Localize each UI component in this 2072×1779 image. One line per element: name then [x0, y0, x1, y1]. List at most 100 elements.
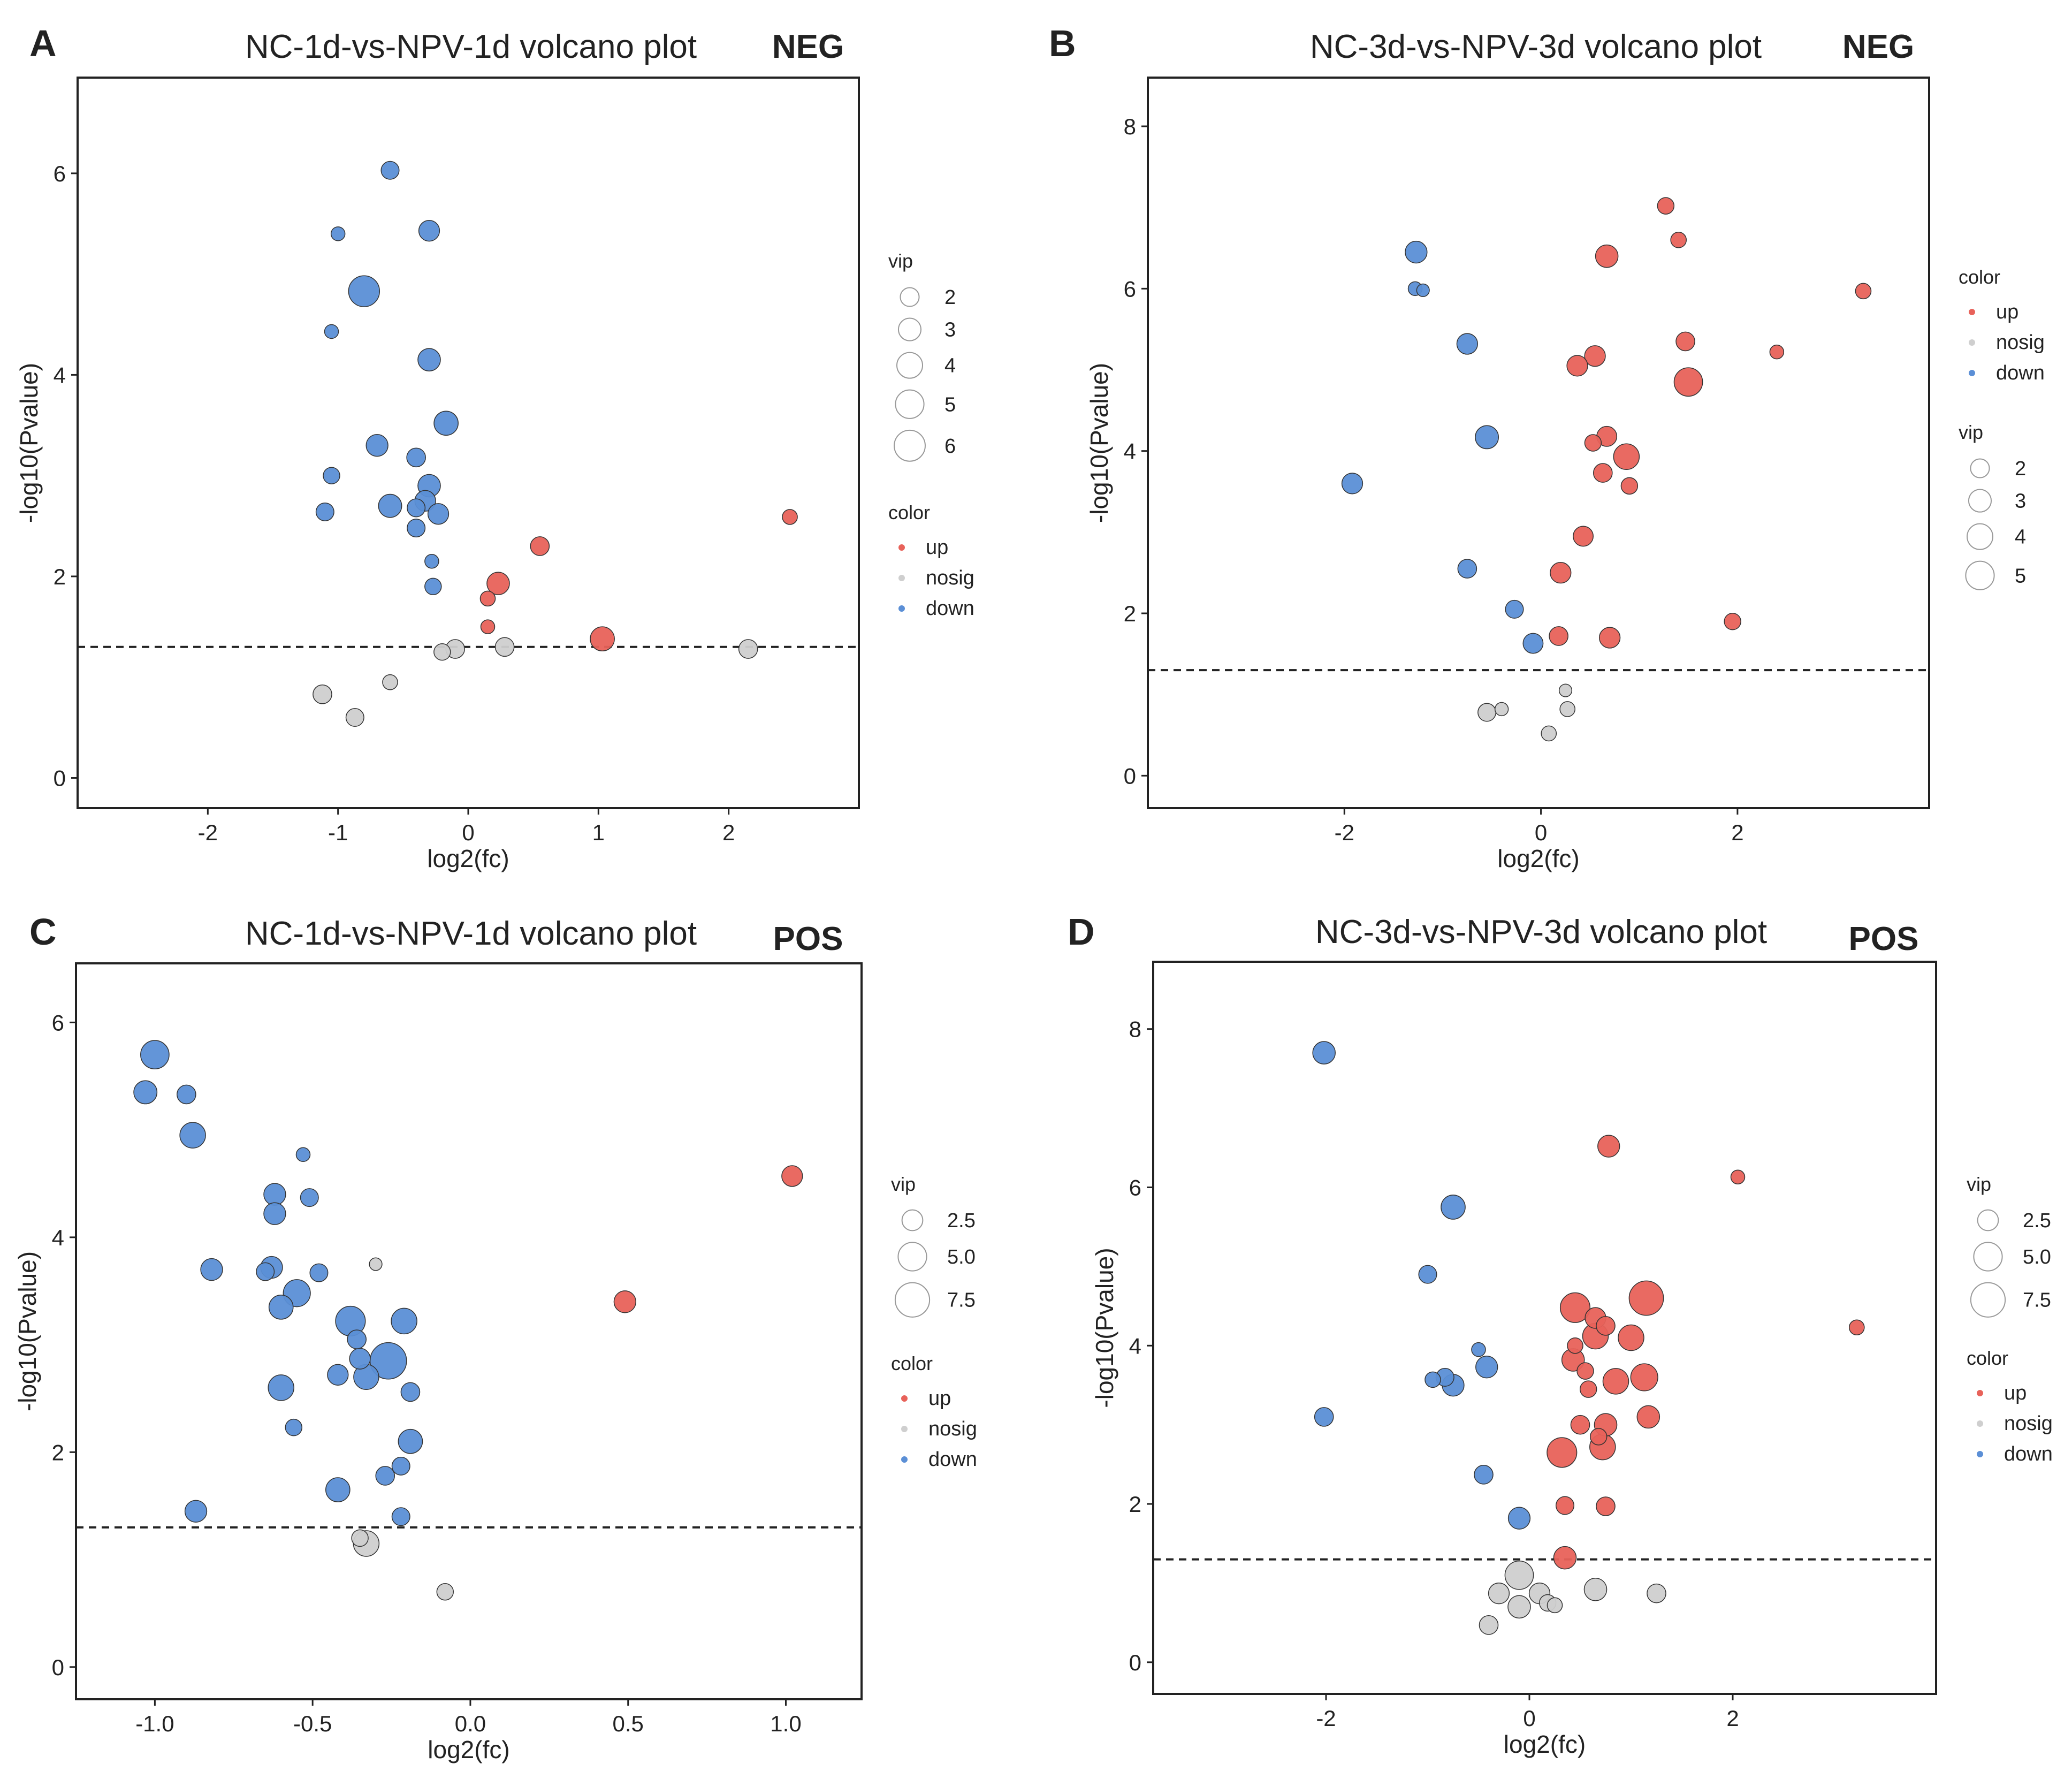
- data-point-down: [407, 519, 426, 538]
- panel-c: C NC-1d-vs-NPV-1d volcano plot POS -1.0 -0.5…: [13, 911, 977, 1763]
- legend-vip-size-marker: [894, 429, 926, 462]
- data-point-up: [1628, 1280, 1664, 1316]
- legend-up-swatch: [1969, 309, 1975, 315]
- plot-frame: [77, 77, 860, 809]
- legend-vip-title: vip: [1959, 421, 1983, 443]
- data-point-up: [1595, 244, 1619, 268]
- legend-vip-label: 6: [944, 435, 956, 458]
- data-point-up: [1550, 562, 1572, 584]
- y-tick-label: 6: [52, 1010, 64, 1035]
- data-point-down: [268, 1374, 294, 1401]
- data-point-up: [1559, 1292, 1591, 1323]
- data-point-down: [140, 1040, 170, 1069]
- panel-d: D NC-3d-vs-NPV-3d volcano plot POS -2 0 2 0 2 4 6…: [1068, 911, 2053, 1758]
- y-tick-label: 6: [54, 161, 66, 186]
- x-tick-label: -1.0: [135, 1711, 174, 1736]
- legend-up-swatch: [901, 1395, 908, 1402]
- y-tick-label: 8: [1129, 1017, 1141, 1042]
- data-point-nosig: [433, 643, 451, 661]
- legend-vip-label: 3: [2015, 490, 2026, 513]
- data-point-down: [1416, 283, 1430, 297]
- data-point-down: [324, 324, 339, 339]
- legend-vip-label: 7.5: [2023, 1289, 2051, 1312]
- data-point-down: [427, 503, 450, 525]
- panel-letter: C: [29, 911, 57, 953]
- legend-vip-label: 4: [944, 355, 956, 377]
- panel-letter: A: [29, 22, 57, 64]
- chart-title: NC-1d-vs-NPV-1d volcano plot: [245, 915, 697, 952]
- data-point-down: [256, 1262, 275, 1281]
- data-point-up: [1620, 477, 1639, 495]
- legend-vip-size-marker: [900, 287, 920, 307]
- plot-frame: [1152, 961, 1937, 1695]
- y-tick-label: 4: [54, 362, 66, 387]
- plot-frame: [1147, 77, 1930, 809]
- data-point-down: [323, 467, 340, 484]
- data-point-down: [300, 1188, 319, 1207]
- data-point-down: [177, 1084, 196, 1105]
- data-point-down: [1507, 1507, 1531, 1530]
- data-point-down: [1405, 240, 1428, 264]
- data-point-nosig: [382, 674, 398, 690]
- legend-down-label: down: [2004, 1443, 2053, 1465]
- legend-nosig-swatch: [898, 575, 905, 581]
- data-point-down: [1474, 1465, 1494, 1485]
- data-point-up: [613, 1290, 636, 1313]
- legend-down-label: down: [1996, 362, 2045, 384]
- data-point-down: [179, 1122, 206, 1149]
- panel-a: A NC-1d-vs-NPV-1d volcano plot NEG -2 -1 0 1 2 0…: [15, 22, 974, 872]
- data-point-up: [1576, 1362, 1594, 1380]
- y-tick-label: 0: [54, 766, 66, 791]
- x-tick-label: 1: [592, 820, 605, 845]
- chart-title: NC-3d-vs-NPV-3d volcano plot: [1315, 914, 1767, 951]
- data-point-nosig: [1583, 1577, 1608, 1601]
- data-point-down: [184, 1500, 208, 1523]
- x-tick-label: -1: [328, 820, 348, 845]
- data-point-down: [400, 1382, 421, 1402]
- data-point-up: [1670, 232, 1687, 248]
- data-point-nosig: [494, 637, 515, 657]
- data-point-down: [433, 410, 459, 436]
- data-point-up: [1593, 463, 1613, 483]
- legend-vip-size-marker: [895, 389, 925, 419]
- data-point-down: [1475, 425, 1499, 450]
- data-point-nosig: [1507, 1595, 1531, 1619]
- y-tick-label: 4: [1129, 1333, 1141, 1358]
- x-axis-label: log2(fc): [1504, 1730, 1586, 1758]
- legend-color-title: color: [1959, 266, 2000, 288]
- ion-mode-label: NEG: [772, 28, 844, 65]
- legend-vip-size-marker: [896, 352, 923, 379]
- legend-vip-label: 5: [2015, 565, 2026, 587]
- data-point-down: [325, 1477, 351, 1502]
- data-point-down: [327, 1364, 349, 1386]
- legend-up-swatch: [898, 544, 905, 551]
- data-point-down: [1425, 1371, 1441, 1388]
- data-point-down: [263, 1202, 286, 1225]
- data-point-down: [1505, 599, 1524, 619]
- data-point-up: [1618, 1324, 1644, 1351]
- data-point-nosig: [1488, 1583, 1510, 1605]
- data-point-nosig: [351, 1529, 369, 1547]
- x-tick-label: 2: [722, 820, 735, 845]
- data-point-down: [1522, 633, 1544, 654]
- y-tick-label: 0: [52, 1655, 64, 1680]
- data-point-down: [424, 577, 442, 596]
- data-point-nosig: [345, 708, 364, 727]
- ion-mode-label: POS: [773, 921, 843, 957]
- panel-b: B NC-3d-vs-NPV-3d volcano plot NEG -2 0 2 0 2 4 6…: [1049, 22, 2045, 872]
- y-tick-label: 6: [1129, 1175, 1141, 1200]
- data-point-down: [200, 1258, 223, 1281]
- x-tick-label: 0: [1535, 820, 1547, 845]
- legend-vip-label: 2: [944, 286, 956, 309]
- legend-vip-size-marker: [1968, 489, 1992, 513]
- legend-down-swatch: [1969, 370, 1975, 376]
- data-point-down: [407, 498, 426, 518]
- data-point-up: [1596, 1496, 1616, 1516]
- x-tick-label: -2: [1316, 1706, 1336, 1731]
- data-point-nosig: [1558, 683, 1573, 697]
- y-tick-label: 2: [1124, 601, 1136, 626]
- data-point-up: [1599, 627, 1621, 649]
- data-point-up: [1567, 1337, 1583, 1354]
- legend-vip-label: 5: [944, 393, 956, 416]
